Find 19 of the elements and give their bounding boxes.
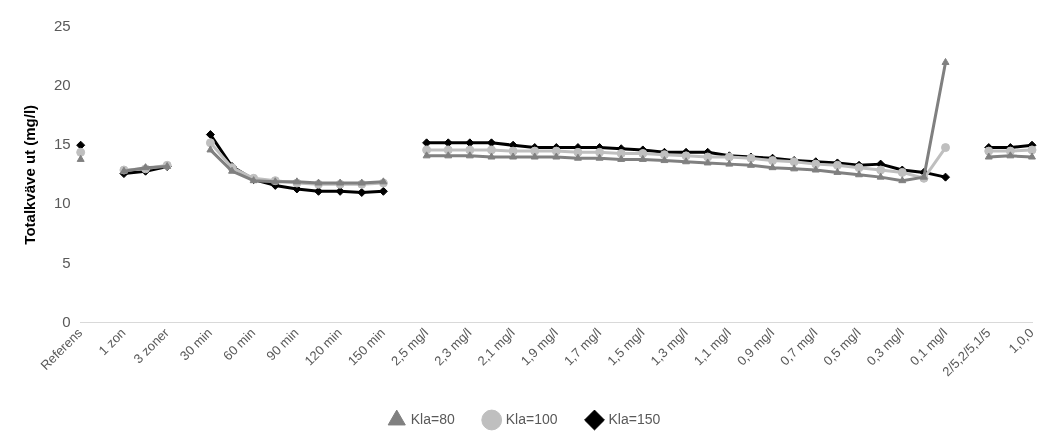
x-tick-label: 2,3 mg/l xyxy=(431,325,475,369)
y-tick-label: 20 xyxy=(54,76,71,94)
legend-label: Kla=80 xyxy=(410,410,455,427)
y-tick-label: 15 xyxy=(54,135,71,153)
y-tick-label: 10 xyxy=(54,194,71,212)
legend-label: Kla=100 xyxy=(505,410,558,427)
x-tick-label: 1 zon xyxy=(95,325,129,359)
x-tick-label: 150 min xyxy=(344,325,389,369)
x-tick-label: 120 min xyxy=(301,325,345,369)
x-tick-label: 1,5 mg/l xyxy=(604,325,648,369)
y-tick-label: 25 xyxy=(54,17,71,35)
x-tick-label: 60 min xyxy=(220,325,259,364)
y-axis-title: Totalkväve ut (mg/l) xyxy=(21,104,39,245)
y-tick-label: 0 xyxy=(62,312,71,330)
legend-label: Kla=150 xyxy=(608,410,661,427)
y-tick-label: 5 xyxy=(62,253,71,271)
x-tick-label: 30 min xyxy=(176,325,216,364)
x-tick-label: 90 min xyxy=(263,325,302,364)
x-tick-label: 0,7 mg/l xyxy=(777,325,821,369)
